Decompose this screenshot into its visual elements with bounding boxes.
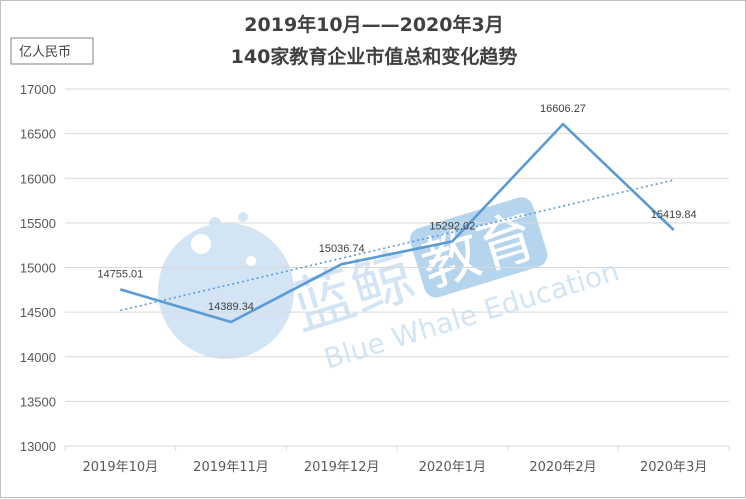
watermark: 蓝鲸 教育 Blue Whale Education (158, 197, 623, 376)
data-label: 15292.02 (429, 220, 475, 232)
unit-label-box (10, 37, 94, 65)
x-tick-label: 2019年12月 (304, 460, 380, 475)
y-tick-label: 16500 (20, 127, 56, 142)
whale-logo-icon (158, 212, 294, 359)
y-tick-label: 15500 (20, 216, 56, 231)
series-line (119, 122, 675, 324)
data-labels: 14755.01 14389.34 15036.74 15292.02 16606.27… (97, 103, 696, 313)
y-tick-label: 14500 (20, 305, 56, 320)
y-tick-label: 14000 (20, 350, 56, 365)
chart-title-line-1: 2019年10月——2020年3月 (244, 13, 503, 36)
x-tick-label: 2020年2月 (529, 460, 596, 475)
data-label: 15036.74 (319, 243, 365, 255)
x-tick-label: 2019年10月 (83, 460, 159, 475)
data-label: 16606.27 (540, 103, 586, 115)
y-tick-label: 15000 (20, 261, 56, 276)
data-label: 14755.01 (97, 268, 143, 280)
watermark-box (409, 197, 548, 298)
x-tick-label: 2019年11月 (193, 460, 269, 475)
x-tick-label: 2020年1月 (419, 460, 486, 475)
unit-label: 亿人民币 (19, 45, 71, 60)
x-tick-label: 2020年3月 (640, 460, 707, 475)
data-label: 15419.84 (651, 209, 697, 221)
y-axis-ticks: 13000 13500 14000 14500 15000 15500 16000 16500… (20, 82, 56, 454)
data-label: 14389.34 (208, 301, 254, 313)
y-tick-label: 13500 (20, 394, 56, 409)
y-tick-label: 13000 (20, 439, 56, 454)
x-axis-ticks: 2019年10月 2019年11月 2019年12月 2020年1月 2020年2月 20… (64, 446, 730, 475)
gridlines (65, 88, 729, 447)
chart-title-line-2: 140家教育企业市值总和变化趋势 (231, 45, 518, 68)
y-tick-label: 16000 (20, 171, 56, 186)
y-tick-label: 17000 (20, 82, 56, 97)
